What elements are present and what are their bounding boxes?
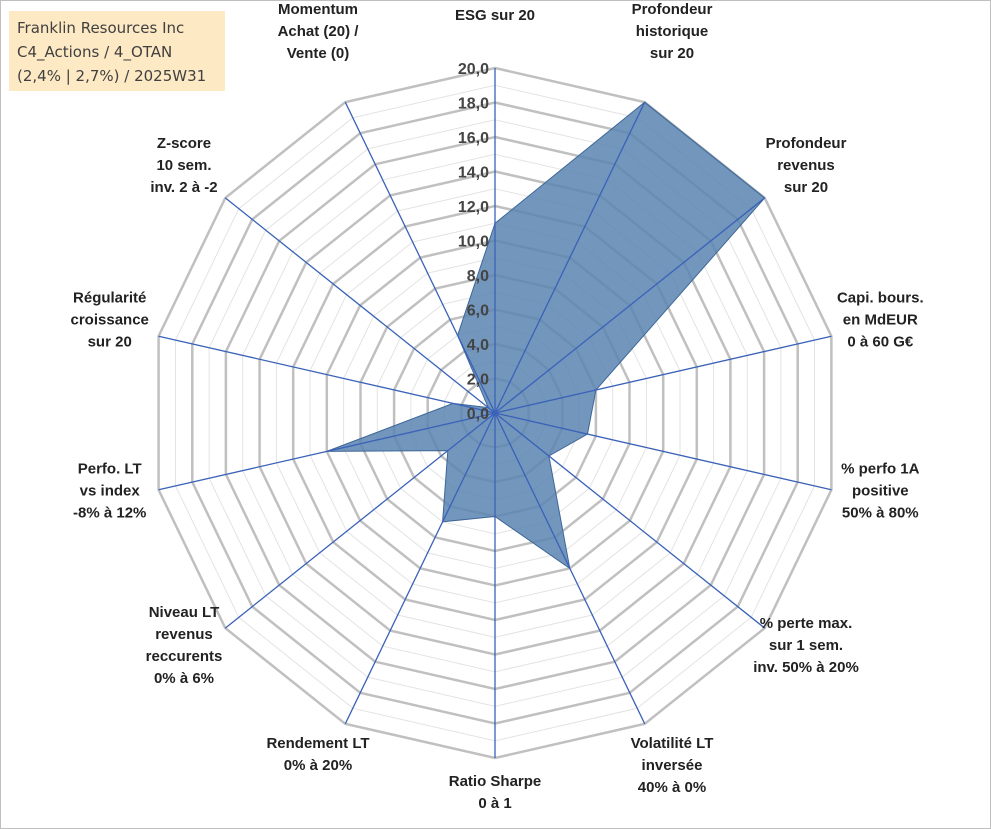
tick-label: 8,0 [467,268,489,285]
title-line-company: Franklin Resources Inc [17,19,185,37]
axis-spoke [344,101,496,414]
axis-label: Z-score 10 sem. inv. 2 à -2 [150,135,217,196]
series-area-0 [326,101,766,570]
axis-spoke [494,197,766,414]
tick-label: 14,0 [458,165,489,182]
axis-label: Perfo. LT vs index -8% à 12% [73,461,146,522]
tick-labels: 0,0 2,0 4,0 6,0 8,0 10,0 12,0 14,0 16,0 18,0 20,0 [458,61,489,423]
axis-spoke [494,412,766,629]
axis-spoke [494,335,832,414]
axis-spoke [494,101,646,414]
axis-label: Profondeur revenus sur 20 [766,135,847,196]
axis-spoke [494,412,646,725]
axes [158,68,832,758]
tick-label: 4,0 [467,337,489,354]
axis-label: Profondeur historique sur 20 [632,1,713,62]
tick-label: 20,0 [458,61,489,78]
axis-label: % perte max. sur 1 sem. inv. 50% à 20% [753,615,859,676]
axis-label: Volatilité LT inversée 40% à 0% [631,735,714,796]
tick-label: 18,0 [458,96,489,113]
tick-label: 0,0 [467,406,489,423]
title-line-category: C4_Actions / 4_OTAN [17,43,173,61]
axis-label: Régularité croissance sur 20 [71,289,149,350]
axis-label: Momentum Achat (20) / Vente (0) [278,1,360,62]
tick-label: 6,0 [467,303,489,320]
axis-label: % perfo 1A positive 50% à 80% [841,461,920,522]
chart-title-box: Franklin Resources Inc C4_Actions / 4_OT… [9,11,225,91]
axis-label: Ratio Sharpe 0 à 1 [449,773,542,812]
axis-spoke [158,335,496,414]
title-line-period: (2,4% | 2,7%) / 2025W31 [17,67,207,85]
series-layer [326,101,766,570]
axis-label: NoteESG sur 20 [455,0,535,24]
tick-label: 16,0 [458,130,489,147]
axis-label: Rendement LT 0% à 20% [266,735,369,774]
axis-spoke [224,412,496,629]
axis-label: Niveau LT revenus reccurents 0% à 6% [146,604,223,687]
tick-label: 10,0 [458,234,489,251]
axis-spoke [158,412,496,491]
tick-label: 12,0 [458,199,489,216]
axis-spoke [344,412,496,725]
axis-label: Capi. bours. en MdEUR 0 à 60 G€ [837,289,924,350]
axis-spoke [224,197,496,414]
tick-label: 2,0 [467,372,489,389]
axis-spoke [494,412,832,491]
